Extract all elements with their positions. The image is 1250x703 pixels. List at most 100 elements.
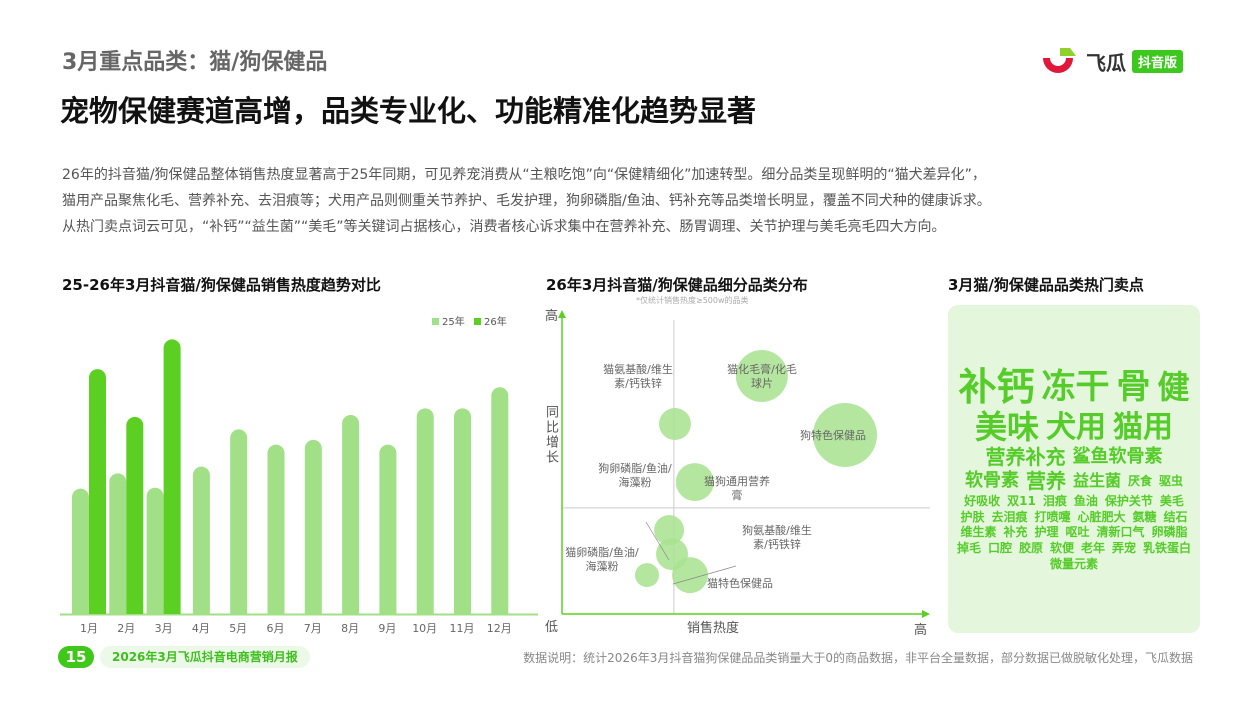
wordcloud-word: 护理	[1034, 525, 1059, 540]
logo-badge: 抖音版	[1132, 49, 1184, 73]
wordcloud-word: 健	[1157, 367, 1190, 406]
bubble-label: 猫化毛膏/化毛	[727, 362, 797, 376]
bubble	[812, 402, 877, 467]
bar-25	[109, 473, 127, 614]
wordcloud-word: 补钙	[958, 364, 1035, 409]
x-tick-label: 10月	[412, 622, 437, 635]
bubble-chart-title: 26年3月抖音猫/狗保健品细分品类分布	[546, 276, 808, 294]
wordcloud-word: 骨	[1116, 366, 1151, 407]
x-tick-label: 4月	[192, 622, 210, 635]
wordcloud-word: 补充	[1003, 525, 1028, 540]
bar-25	[491, 387, 509, 614]
summary-line: 猫用产品聚焦化毛、营养补充、去泪痕等；犬用产品则侧重关节养护、毛发护理，狗卵磷脂…	[62, 193, 991, 209]
wordcloud-word: 维生素	[960, 525, 997, 540]
wordcloud-word: 双11	[1007, 494, 1036, 509]
wordcloud-word: 卵磷脂	[1151, 525, 1188, 540]
bar-25	[192, 466, 210, 614]
wordcloud-word: 护肤	[960, 509, 985, 524]
leader-line	[672, 565, 737, 585]
wordcloud-word: 益生菌	[1072, 471, 1121, 491]
y-axis-label: 同比增长	[543, 405, 558, 465]
x-axis-arrow	[922, 610, 930, 618]
bar-25	[267, 444, 285, 614]
bubble	[672, 557, 709, 594]
wordcloud-word: 心脏肥大	[1077, 509, 1126, 524]
logo-icon	[1043, 48, 1076, 73]
bar-26-base	[89, 606, 106, 614]
wordcloud-word: 鱼油	[1073, 494, 1098, 509]
bubble	[735, 349, 788, 402]
y-axis-arrow	[558, 310, 566, 318]
x-tick-label: 3月	[155, 622, 173, 635]
bar-25-base	[416, 606, 434, 614]
wordcloud-word: 软骨素	[964, 470, 1019, 492]
wordcloud-word: 美毛	[1159, 494, 1184, 509]
x-tick-label: 5月	[229, 622, 247, 635]
bar-25	[304, 439, 322, 614]
x-tick-label: 6月	[267, 622, 285, 635]
bar-25	[230, 429, 248, 614]
bubble-label: 海藻粉	[619, 475, 652, 489]
bar-25	[72, 488, 89, 614]
bar-25	[416, 408, 434, 614]
bar-26-base	[126, 606, 144, 614]
bar-26-base	[163, 606, 181, 614]
bubble-label: 素/钙铁锌	[614, 376, 662, 390]
bar-25	[379, 444, 397, 614]
wordcloud-word: 厌食	[1127, 474, 1152, 489]
bar-25	[342, 415, 360, 614]
wordcloud-word: 营养	[1025, 469, 1066, 494]
x-axis-label: 销售热度	[687, 620, 739, 636]
page-title: 宠物保健赛道高增，品类专业化、功能精准化趋势显著	[60, 94, 757, 128]
wordcloud-word: 美味	[974, 407, 1039, 446]
wordcloud-word: 去泪痕	[991, 509, 1028, 524]
wordcloud-word: 掉毛	[956, 541, 981, 556]
bar-25-base	[304, 606, 322, 614]
x-tick-label: 12月	[487, 622, 512, 635]
bar-chart-title: 25-26年3月抖音猫/狗保健品销售热度趋势对比	[62, 276, 381, 294]
bar-25-base	[379, 606, 397, 614]
y-high-label: 高	[545, 308, 558, 324]
bar-25-base	[454, 606, 471, 614]
logo-name: 飞瓜	[1086, 50, 1126, 75]
bubble-label: 猫特色保健品	[707, 576, 773, 590]
bubble-label: 猫卵磷脂/鱼油/	[565, 545, 639, 559]
wordcloud-title: 3月猫/狗保健品品类热门卖点	[948, 276, 1144, 294]
bar-25-base	[192, 606, 210, 614]
x-high-label: 高	[914, 622, 927, 638]
wordcloud: 补钙 冻干骨健美味 犬用 猫用 营养补充 鲨鱼软骨素 软骨素 营养 益生菌 厌食 驱虫 好吸收 双11 泪…	[948, 305, 1200, 633]
wordcloud-word: 冻干	[1041, 366, 1110, 407]
wordcloud-word: 鲨鱼软骨素	[1072, 446, 1163, 468]
wordcloud-word: 泪痕	[1042, 494, 1067, 509]
page-number: 15	[58, 646, 94, 668]
wordcloud-word: 弄宠	[1112, 541, 1137, 556]
bar-25-base	[109, 606, 127, 614]
x-tick-label: 7月	[304, 622, 322, 635]
x-tick-label: 1月	[80, 622, 98, 635]
wordcloud-word: 老年	[1081, 541, 1106, 556]
wordcloud-word: 乳铁蛋白	[1143, 541, 1192, 556]
leader-line	[645, 521, 670, 561]
wordcloud-word: 清新口气	[1096, 525, 1145, 540]
legend-swatch-25	[432, 318, 439, 325]
wordcloud-word: 好吸收	[964, 494, 1001, 509]
wordcloud-word: 软便	[1049, 541, 1074, 556]
section-title: 3月重点品类：猫/狗保健品	[62, 50, 328, 75]
bubble-chart-subtitle: *仅统计销售热度≥500w的品类	[636, 296, 749, 305]
legend-label-25: 25年	[442, 315, 465, 328]
summary-line: 26年的抖音猫/狗保健品整体销售热度显著高于25年同期，可见养宠消费从“主粮吃饱…	[62, 167, 986, 183]
legend-label-26: 26年	[484, 315, 507, 328]
wordcloud-word: 氨糖	[1132, 509, 1157, 524]
bubble-label: 猫狗通用营养	[704, 474, 770, 488]
bar-25	[146, 487, 164, 614]
bar-25-base	[146, 606, 164, 614]
x-tick-label: 2月	[117, 622, 135, 635]
wordcloud-word: 猫用	[1113, 409, 1173, 445]
wordcloud-word: 呕吐	[1065, 525, 1090, 540]
bubble-label: 海藻粉	[586, 559, 619, 573]
bar-25-base	[342, 606, 360, 614]
bar-chart: 1月 2月 3月 4月 5月 6月 7月 8月 9月 10月 11月 12月 25年 26年	[60, 315, 538, 635]
bubble-label: 狗特色保健品	[800, 428, 866, 442]
wordcloud-word: 胶原	[1018, 541, 1043, 556]
